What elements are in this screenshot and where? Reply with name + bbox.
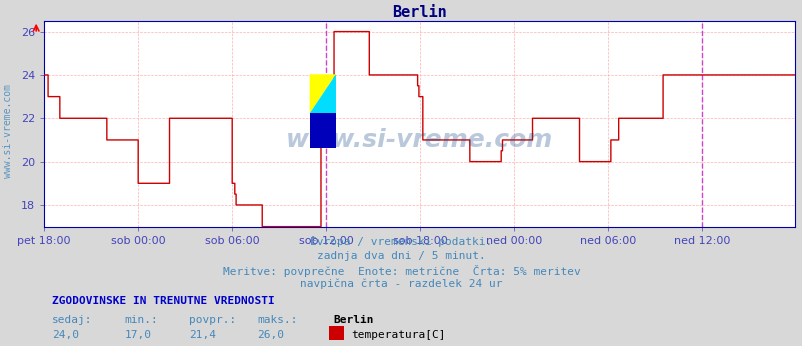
Text: www.si-vreme.com: www.si-vreme.com <box>286 128 553 152</box>
Text: sedaj:: sedaj: <box>52 315 92 325</box>
Text: min.:: min.: <box>124 315 158 325</box>
Text: ZGODOVINSKE IN TRENUTNE VREDNOSTI: ZGODOVINSKE IN TRENUTNE VREDNOSTI <box>52 296 274 306</box>
Text: povpr.:: povpr.: <box>188 315 236 325</box>
Text: maks.:: maks.: <box>257 315 297 325</box>
Text: Evropa / vremenski podatki.: Evropa / vremenski podatki. <box>310 237 492 247</box>
Polygon shape <box>310 74 335 113</box>
Text: 21,4: 21,4 <box>188 330 216 340</box>
Text: temperatura[C]: temperatura[C] <box>350 330 445 340</box>
Polygon shape <box>310 113 335 148</box>
Text: zadnja dva dni / 5 minut.: zadnja dva dni / 5 minut. <box>317 251 485 261</box>
Text: www.si-vreme.com: www.si-vreme.com <box>3 84 13 179</box>
Polygon shape <box>310 74 335 113</box>
Text: Berlin: Berlin <box>333 315 373 325</box>
Text: 26,0: 26,0 <box>257 330 284 340</box>
Text: navpična črta - razdelek 24 ur: navpična črta - razdelek 24 ur <box>300 279 502 289</box>
Text: 17,0: 17,0 <box>124 330 152 340</box>
Title: Berlin: Berlin <box>391 4 447 20</box>
Text: 24,0: 24,0 <box>52 330 79 340</box>
Text: Meritve: povprečne  Enote: metrične  Črta: 5% meritev: Meritve: povprečne Enote: metrične Črta:… <box>222 265 580 277</box>
